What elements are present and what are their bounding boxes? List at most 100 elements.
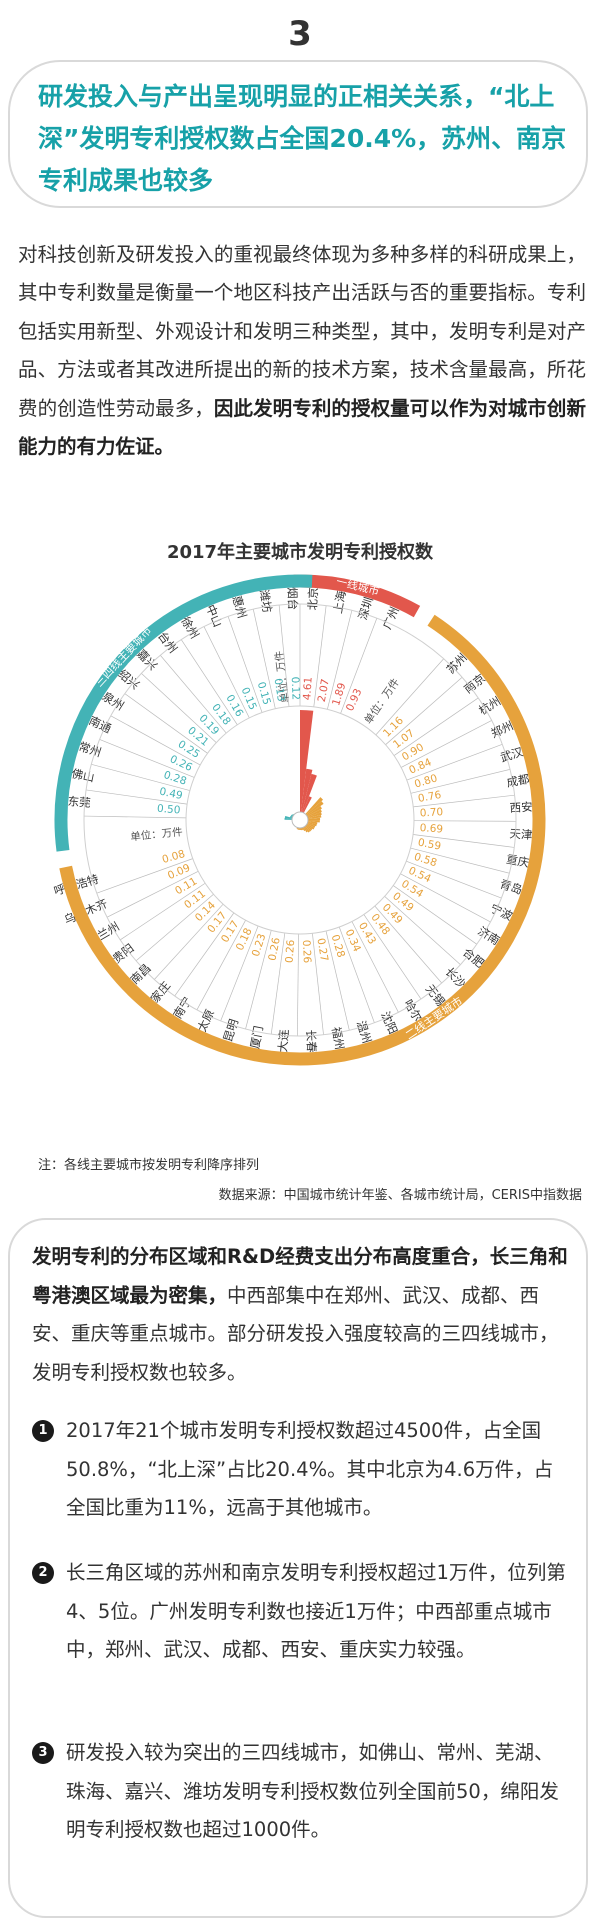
spoke-line <box>413 820 516 822</box>
tick-label-成都: 成都 <box>505 772 531 790</box>
tick-label-惠州: 惠州 <box>230 594 250 620</box>
spoke-line <box>393 697 479 756</box>
bar-北京 <box>300 710 314 820</box>
bar-深圳 <box>300 773 317 820</box>
value-label-广州: 0.93 <box>344 687 365 713</box>
tick-label-东莞: 东莞 <box>67 794 91 810</box>
spoke-line <box>245 930 272 1030</box>
tick-label-北京: 北京 <box>305 587 320 611</box>
chart-note: 注：各线主要城市按发明专利降序排列 <box>38 1158 260 1173</box>
spoke-line <box>106 870 199 918</box>
value-label-福州: 0.27 <box>314 937 330 962</box>
spoke-line <box>413 794 515 808</box>
summary-rest: 中西部集中在郑州、武汉、成都、西安、重庆等重点城市。部分研发投入强度较高的三四线… <box>32 1283 559 1384</box>
group-ring-三四线主要城市 <box>54 574 313 852</box>
intro-line: 新的技术方案，技术含量最高，所花费的创造性劳动最多， <box>18 358 586 420</box>
value-label-成都: 0.76 <box>417 789 442 805</box>
chart-title: 2017年主要城市发明专利授权数 <box>166 542 434 563</box>
point-3: 3 研发投入较为突出的三四线城市，如佛山、常州、芜湖、珠海、嘉兴、潍坊发明专利授… <box>32 1734 572 1850</box>
headline-line: 研发投入与产出呈现明显的正相关关系，“北上 <box>38 82 555 111</box>
point-1: 1 2017年21个城市发明专利授权数超过4500件，占全国50.8%，“北上深… <box>32 1412 572 1528</box>
spoke-line <box>160 655 227 734</box>
tick-label-西安: 西安 <box>509 800 533 815</box>
section-number: 3 <box>288 14 312 54</box>
summary-paragraph: 发明专利的分布区域和R&D经费支出分布高度重合，长三角和粤港澳区域最为密集，中西… <box>32 1238 572 1392</box>
value-label-大连: 0.26 <box>284 939 298 964</box>
headline-line: 专利成果也较多 <box>38 166 214 195</box>
tick-label-佛山: 佛山 <box>70 766 95 784</box>
outer-circle <box>83 603 517 1037</box>
spoke-line <box>406 860 502 899</box>
center-dot <box>291 811 309 829</box>
number-badge: 3 <box>32 1742 54 1764</box>
spoke-line <box>385 677 463 745</box>
spoke-line <box>400 873 491 923</box>
spoke-line <box>196 920 246 1010</box>
spoke-line <box>86 789 188 805</box>
spoke-line <box>327 610 353 710</box>
tick-label-深圳: 深圳 <box>356 595 376 621</box>
tick-label-烟台: 烟台 <box>285 587 300 610</box>
spoke-line <box>154 903 224 980</box>
value-label-佛山: 0.49 <box>158 786 183 802</box>
value-label-常州: 0.28 <box>162 769 188 788</box>
value-label-长春: 0.26 <box>300 940 313 964</box>
tick-label-昆明: 昆明 <box>221 1017 241 1043</box>
unit-label: 单位：万件 <box>130 825 184 843</box>
value-label-上海: 2.07 <box>316 678 332 703</box>
intro-paragraph: 对科技创新及研发投入的重视最终体现为多种多样的科研成果上，其中专利数量是衡量一个… <box>18 236 586 466</box>
headline-box: 研发投入与产出呈现明显的正相关关系，“北上 深”发明专利授权数占全国20.4%，… <box>8 60 588 208</box>
value-label-重庆: 0.59 <box>417 837 442 853</box>
spoke-line <box>220 925 259 1022</box>
spoke-line <box>363 914 422 1000</box>
intro-line: 对科技创新及研发投入的重视最终体现为多种多样的科研 <box>18 243 508 266</box>
spoke-line <box>374 905 442 984</box>
spoke-line <box>393 885 477 945</box>
value-label-天津: 0.69 <box>419 822 443 836</box>
spoke-line <box>91 763 190 791</box>
spoke-line <box>141 673 217 743</box>
spoke-line <box>110 715 201 766</box>
headline-line: 深”发明专利授权数占全国20.4%，苏州、南京 <box>38 124 567 153</box>
intro-bold-line: 因此发明专利的授权量可以作为对城市创新能力的有力佐 <box>18 396 586 459</box>
chart-source: 数据来源：中国城市统计年鉴、各城市统计局，CERIS中指数据 <box>218 1188 582 1203</box>
spoke-line <box>325 930 350 1031</box>
spoke-line <box>99 739 195 778</box>
spoke-line <box>120 882 206 941</box>
spoke-line <box>174 912 235 997</box>
spoke-line <box>401 720 492 768</box>
spoke-line <box>297 933 299 1036</box>
group-ring-二线主要城市 <box>59 614 546 1066</box>
spoke-line <box>84 815 187 819</box>
summary-box: 发明专利的分布区域和R&D经费支出分布高度重合，长三角和粤港澳区域最为密集，中西… <box>8 1218 588 1918</box>
tick-label-大连: 大连 <box>276 1028 292 1052</box>
value-label-烟台: 0.12 <box>289 676 302 700</box>
tick-label-长春: 长春 <box>304 1029 319 1053</box>
value-label-东莞: 0.50 <box>157 803 181 817</box>
spoke-line <box>313 605 327 707</box>
intro-line: 的重要指标。专利包括实用新型、外观设计和发明三种类 <box>18 281 586 343</box>
spoke-line <box>270 932 286 1035</box>
tick-label-常州: 常州 <box>77 739 103 760</box>
value-label-北京: 4.61 <box>301 677 314 701</box>
value-label-厦门: 0.26 <box>266 936 282 962</box>
point-text: 长三角区域的苏州和南京发明专利授权超过1万件，位列第4、5位。广州发明专利数也接… <box>66 1561 566 1661</box>
spoke-line <box>96 858 193 894</box>
tick-label-重庆: 重庆 <box>505 852 531 870</box>
tick-label-福州: 福州 <box>329 1026 347 1051</box>
spoke-line <box>340 618 378 714</box>
tick-label-上海: 上海 <box>331 589 349 615</box>
tick-label-潍坊: 潍坊 <box>257 589 275 614</box>
spoke-line <box>252 609 276 709</box>
number-badge: 1 <box>32 1420 54 1442</box>
spoke-line <box>203 626 250 719</box>
unit-label: 单位：万件 <box>272 650 291 704</box>
summary-bold: 发明专利的分布区域和R&D经费支出分布高度重合，长三角和粤港澳区域最为密集， <box>32 1245 568 1307</box>
point-2: 2 长三角区域的苏州和南京发明专利授权超过1万件，位列第4、5位。广州发明专利数… <box>32 1554 572 1670</box>
spoke-line <box>180 639 238 725</box>
tick-label-厦门: 厦门 <box>248 1025 266 1050</box>
spoke-line <box>406 744 503 781</box>
spoke-line <box>124 693 208 754</box>
value-label-西安: 0.70 <box>419 806 443 819</box>
tick-label-温州: 温州 <box>354 1019 374 1045</box>
